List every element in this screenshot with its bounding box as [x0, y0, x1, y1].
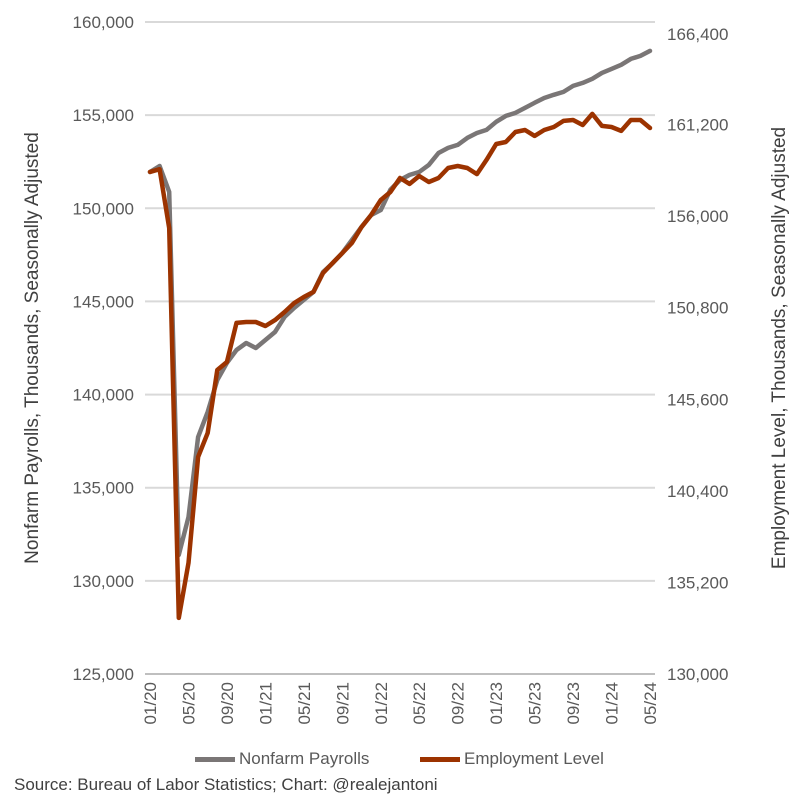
x-tick-label: 05/23 — [526, 682, 545, 725]
right-tick-label: 166,400 — [667, 25, 728, 44]
x-tick-label: 01/20 — [141, 682, 160, 725]
source-note: Source: Bureau of Labor Statistics; Char… — [14, 775, 438, 794]
x-tick-label: 01/22 — [372, 682, 391, 725]
employment-level-line — [147, 111, 653, 621]
right-tick-label: 140,400 — [667, 482, 728, 501]
left-tick-label: 160,000 — [73, 13, 134, 32]
right-tick-label: 145,600 — [667, 390, 728, 409]
x-tick-label: 05/22 — [410, 682, 429, 725]
right-tick-label: 156,000 — [667, 207, 728, 226]
series-lines — [147, 48, 653, 621]
x-tick-label: 05/21 — [295, 682, 314, 725]
legend-item-nonfarm-payrolls: Nonfarm Payrolls — [195, 749, 369, 769]
right-axis-title: Employment Level, Thousands, Seasonally … — [769, 127, 790, 569]
x-axis-ticks: 01/20 05/20 09/20 01/21 05/21 09/21 01/22 05/22… — [141, 682, 660, 725]
right-tick-label: 130,000 — [667, 665, 728, 684]
x-tick-label: 01/23 — [487, 682, 506, 725]
x-tick-label: 05/20 — [179, 682, 198, 725]
left-tick-label: 150,000 — [73, 199, 134, 218]
x-tick-label: 09/21 — [333, 682, 352, 725]
x-tick-label: 01/21 — [256, 682, 275, 725]
right-tick-label: 150,800 — [667, 299, 728, 318]
right-axis-ticks: 130,000 135,200 140,400 145,600 150,800 156,0… — [667, 25, 728, 684]
legend-label-nonfarm: Nonfarm Payrolls — [239, 749, 370, 768]
legend: Nonfarm Payrolls Employment Level — [0, 749, 800, 773]
gridlines — [145, 21, 655, 675]
left-tick-label: 135,000 — [73, 479, 134, 498]
x-tick-label: 09/22 — [449, 682, 468, 725]
left-axis-title: Nonfarm Payrolls, Thousands, Seasonally … — [22, 132, 43, 564]
right-tick-label: 135,200 — [667, 573, 728, 592]
right-tick-label: 161,200 — [667, 116, 728, 135]
left-tick-label: 155,000 — [73, 106, 134, 125]
x-tick-label: 01/24 — [603, 682, 622, 725]
nonfarm-payrolls-line — [147, 48, 653, 558]
left-axis-ticks: 125,000 130,000 135,000 140,000 145,000 150,0… — [73, 13, 134, 684]
x-tick-label: 05/24 — [641, 682, 660, 725]
legend-swatch-nonfarm — [195, 756, 235, 762]
legend-item-employment-level: Employment Level — [420, 749, 604, 769]
legend-label-employment: Employment Level — [464, 749, 604, 768]
left-tick-label: 125,000 — [73, 665, 134, 684]
x-tick-label: 09/23 — [564, 682, 583, 725]
legend-swatch-employment — [420, 756, 460, 762]
left-tick-label: 130,000 — [73, 572, 134, 591]
left-tick-label: 140,000 — [73, 386, 134, 405]
x-tick-label: 09/20 — [218, 682, 237, 725]
left-tick-label: 145,000 — [73, 292, 134, 311]
